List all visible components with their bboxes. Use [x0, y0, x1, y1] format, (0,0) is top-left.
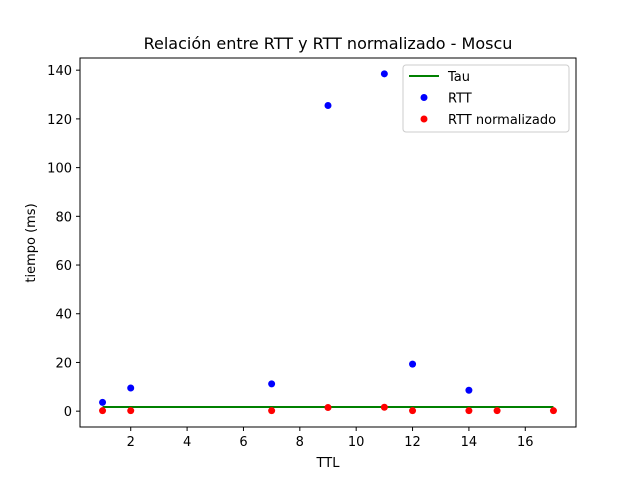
plot-area: [99, 70, 557, 415]
legend-marker-rtt: [420, 94, 428, 101]
legend-label-rtt-normalizado: RTT normalizado: [448, 113, 556, 128]
data-point-rtt-normalizado: [127, 407, 135, 415]
legend-marker-rtt-normalizado: [420, 115, 428, 123]
data-point-rtt: [465, 386, 473, 394]
y-tick-label: 80: [55, 210, 72, 225]
data-point-rtt-normalizado: [493, 407, 501, 415]
y-tick-label: 60: [55, 259, 72, 274]
data-point-rtt-normalizado: [549, 407, 557, 415]
data-point-rtt-normalizado: [409, 407, 417, 415]
data-point-rtt: [268, 380, 276, 388]
y-tick-label: 100: [47, 162, 72, 177]
legend-label-tau: Tau: [447, 70, 470, 85]
legend: Tau RTT RTT normalizado: [402, 64, 570, 133]
x-axis-label: TTL: [316, 456, 341, 471]
y-tick-label: 40: [55, 308, 72, 323]
x-tick-label: 2: [127, 435, 135, 450]
x-tick-label: 16: [517, 435, 534, 450]
y-axis-label: tiempo (ms): [24, 203, 39, 282]
x-tick-label: 4: [183, 435, 191, 450]
y-tick-label: 0: [64, 405, 72, 420]
data-point-rtt-normalizado: [324, 404, 332, 412]
plot-frame: [79, 57, 577, 428]
y-tick-label: 20: [55, 356, 72, 371]
data-point-rtt-normalizado: [465, 407, 473, 415]
chart-title: Relación entre RTT y RTT normalizado - M…: [144, 34, 513, 53]
axes: 2 4 6 8 10 12 14 16 0 20 40 60 80 100 120 140: [47, 57, 577, 450]
legend-label-rtt: RTT: [448, 92, 472, 107]
legend-box: [402, 64, 570, 133]
data-point-rtt: [324, 101, 332, 109]
data-point-rtt: [409, 360, 417, 368]
data-point-rtt: [380, 70, 388, 78]
data-point-rtt-normalizado: [268, 407, 276, 415]
data-point-rtt: [127, 384, 135, 392]
y-tick-label: 120: [47, 113, 72, 128]
data-point-rtt-normalizado: [99, 407, 107, 415]
x-tick-label: 8: [296, 435, 304, 450]
x-tick-label: 6: [239, 435, 247, 450]
x-tick-label: 10: [348, 435, 365, 450]
y-tick-label: 140: [47, 64, 72, 79]
data-point-rtt: [99, 398, 107, 406]
x-tick-label: 12: [404, 435, 421, 450]
data-point-rtt-normalizado: [380, 403, 388, 411]
x-tick-label: 14: [461, 435, 478, 450]
